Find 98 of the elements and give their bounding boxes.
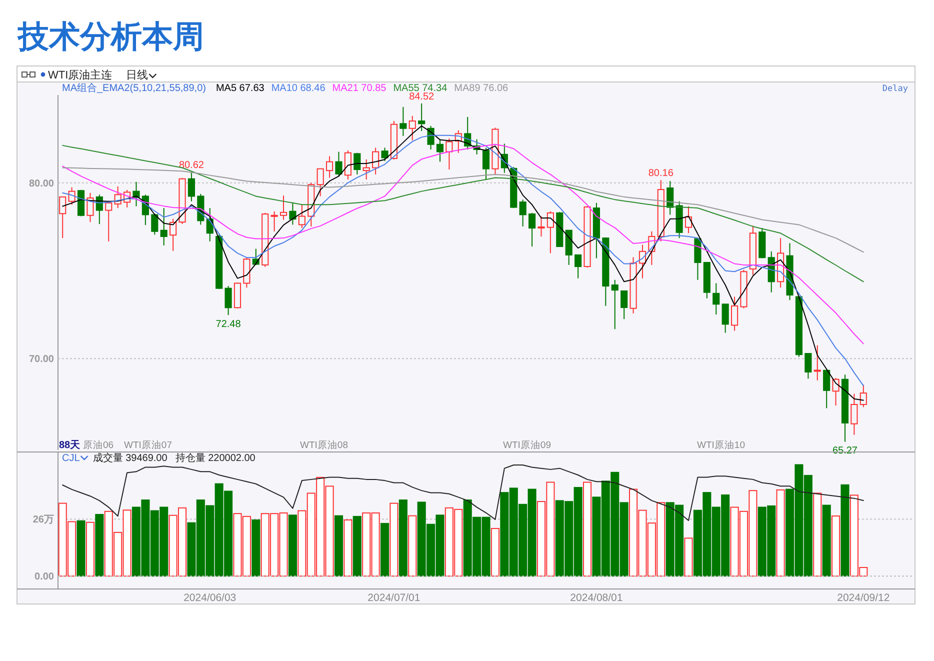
candlestick bbox=[326, 156, 334, 178]
text: Delay bbox=[882, 84, 908, 94]
x-tick-label: 2024/06/03 bbox=[184, 592, 236, 604]
bar bbox=[840, 484, 850, 577]
bar bbox=[684, 538, 693, 577]
y-tick-label: 26万 bbox=[32, 514, 54, 526]
bar bbox=[490, 528, 500, 577]
text: MA55 74.34 bbox=[393, 83, 448, 94]
bar bbox=[832, 516, 840, 577]
bar bbox=[352, 516, 362, 577]
bar bbox=[288, 514, 297, 577]
bar bbox=[334, 515, 344, 577]
candlestick bbox=[546, 210, 554, 254]
text: 成交量 39469.00 bbox=[92, 452, 168, 464]
bar bbox=[86, 522, 94, 577]
candlestick bbox=[224, 286, 232, 316]
candlestick bbox=[408, 115, 416, 141]
annotation: 88天 bbox=[59, 439, 82, 451]
candlestick bbox=[519, 199, 526, 227]
candlestick bbox=[354, 152, 361, 175]
text: 80.16 bbox=[648, 168, 674, 180]
bar bbox=[813, 492, 822, 577]
candlestick bbox=[832, 377, 840, 406]
x-tick-label: 2024/08/01 bbox=[570, 592, 623, 604]
candlestick bbox=[170, 218, 177, 252]
text: MA5 67.63 bbox=[216, 83, 265, 94]
bar bbox=[822, 504, 831, 577]
x-tick-label: 2024/07/01 bbox=[368, 592, 420, 604]
bar bbox=[582, 482, 592, 577]
candlestick bbox=[620, 290, 628, 320]
annotation: WTI原油07 bbox=[124, 439, 172, 451]
candlestick bbox=[823, 368, 830, 409]
candlestick bbox=[418, 102, 426, 132]
candlestick bbox=[482, 147, 490, 180]
y-tick-label: 80.00 bbox=[28, 178, 54, 190]
bar bbox=[380, 522, 390, 577]
bar bbox=[398, 500, 408, 577]
bar bbox=[344, 519, 352, 577]
candlestick bbox=[722, 304, 729, 334]
candlestick bbox=[372, 147, 380, 175]
candlestick bbox=[86, 192, 94, 223]
y-tick-label: 0.00 bbox=[34, 572, 54, 583]
x-tick-label: 2024/09/12 bbox=[837, 592, 890, 604]
candlestick bbox=[694, 238, 702, 280]
candlestick bbox=[730, 296, 738, 332]
bar bbox=[408, 515, 417, 577]
text: MA10 68.46 bbox=[271, 83, 326, 94]
bar bbox=[252, 519, 260, 577]
candlestick bbox=[298, 204, 306, 229]
candlestick bbox=[270, 210, 278, 232]
candlestick bbox=[132, 181, 140, 207]
text: 日线 bbox=[126, 68, 148, 82]
text: MA21 70.85 bbox=[332, 83, 387, 94]
candlestick bbox=[400, 106, 407, 136]
candlestick bbox=[280, 195, 288, 220]
candlestick bbox=[666, 180, 674, 216]
candlestick bbox=[362, 159, 370, 180]
candlestick bbox=[188, 171, 196, 202]
text: 72.48 bbox=[216, 319, 241, 330]
candlestick bbox=[574, 254, 582, 279]
y-tick-label: 70.00 bbox=[28, 354, 54, 366]
candlestick bbox=[436, 138, 444, 162]
candlestick bbox=[344, 150, 352, 180]
text: WTI原油主连 bbox=[48, 68, 112, 82]
candlestick bbox=[59, 196, 66, 239]
annotation: WTI原油08 bbox=[300, 439, 348, 451]
series-label: 持仓量 220002.00 bbox=[175, 452, 256, 464]
candlestick bbox=[611, 279, 618, 330]
line-series bbox=[62, 144, 864, 282]
candlestick bbox=[335, 151, 342, 177]
candlestick bbox=[289, 202, 296, 226]
text: 80.62 bbox=[178, 160, 204, 171]
candlestick bbox=[381, 147, 388, 162]
candlestick bbox=[860, 384, 867, 408]
candlestick bbox=[316, 168, 324, 197]
annotation: 原油06 bbox=[83, 439, 114, 451]
candlestick bbox=[446, 138, 453, 170]
candlestick bbox=[105, 200, 112, 242]
line-series bbox=[62, 167, 864, 253]
bar bbox=[776, 489, 785, 577]
chart-title: 技术分析本周 bbox=[17, 19, 204, 54]
candlestick bbox=[160, 208, 168, 246]
candlestick bbox=[712, 282, 720, 315]
bar bbox=[95, 514, 104, 577]
candlestick bbox=[151, 213, 158, 236]
text: MA89 76.06 bbox=[454, 83, 509, 94]
annotation: WTI原油09 bbox=[503, 439, 551, 451]
candlestick bbox=[814, 344, 821, 381]
annotation: CJL bbox=[62, 453, 80, 464]
bar bbox=[76, 520, 86, 577]
candlestick bbox=[804, 353, 812, 380]
candlestick bbox=[538, 216, 545, 237]
candlestick bbox=[850, 393, 858, 436]
bar bbox=[390, 502, 398, 577]
annotation: WTI原油10 bbox=[697, 439, 745, 451]
candlestick bbox=[528, 212, 536, 247]
text: 84.52 bbox=[409, 91, 434, 102]
text: MA组合_EMA2(5,10,21,55,89,0) bbox=[62, 82, 206, 94]
